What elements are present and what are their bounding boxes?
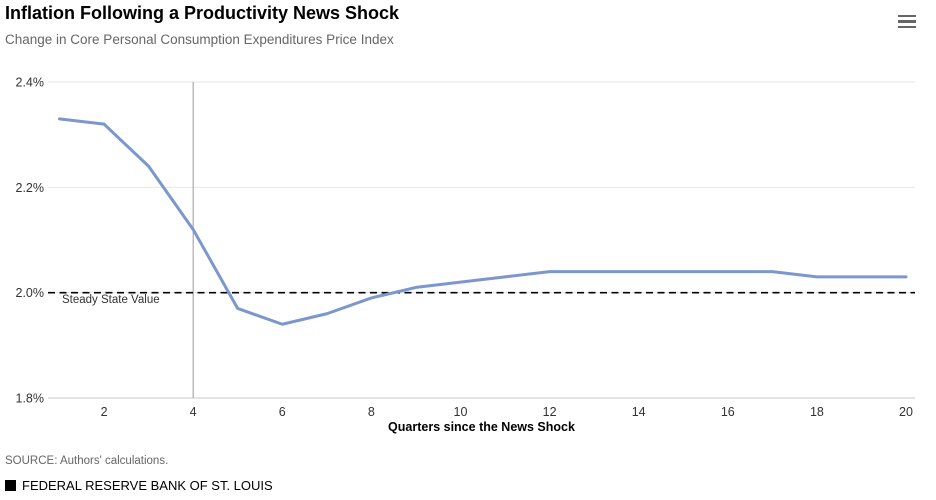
brand-footer: FEDERAL RESERVE BANK OF ST. LOUIS [5,478,273,493]
series-line [58,117,908,326]
menu-bar [898,25,916,28]
chart-title: Inflation Following a Productivity News … [5,3,400,23]
y-tick-label: 1.8% [16,392,45,406]
hamburger-menu-icon[interactable] [898,13,918,31]
x-tick-label: 16 [721,405,735,419]
y-tick-label: 2.4% [16,76,45,90]
source-note: SOURCE: Authors' calculations. [5,455,169,467]
x-tick-label: 8 [368,405,375,419]
x-tick-label: 12 [543,405,557,419]
brand-square-icon [5,480,16,491]
menu-bar [898,15,916,18]
steady-state-label: Steady State Value [62,294,160,306]
brand-text: FEDERAL RESERVE BANK OF ST. LOUIS [22,478,273,493]
x-axis-title: Quarters since the News Shock [388,420,575,434]
chart-subtitle: Change in Core Personal Consumption Expe… [5,32,394,47]
x-tick-label: 4 [190,405,197,419]
x-tick-label: 2 [101,405,108,419]
y-tick-label: 2.2% [16,181,45,195]
x-tick-label: 10 [454,405,468,419]
x-tick-label: 20 [899,405,913,419]
x-tick-label: 18 [810,405,824,419]
x-tick-label: 6 [279,405,286,419]
menu-bar [898,20,916,23]
x-tick-label: 14 [632,405,646,419]
y-tick-label: 2.0% [16,286,45,300]
